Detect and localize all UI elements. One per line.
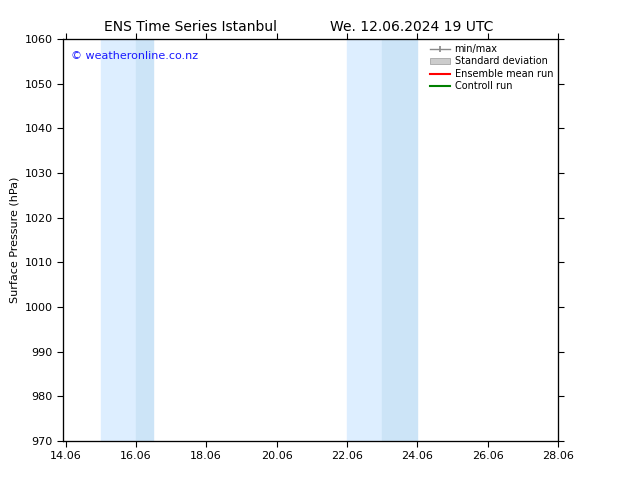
Legend: min/max, Standard deviation, Ensemble mean run, Controll run: min/max, Standard deviation, Ensemble me… <box>430 44 553 91</box>
Bar <box>347 39 382 441</box>
Text: We. 12.06.2024 19 UTC: We. 12.06.2024 19 UTC <box>330 20 494 34</box>
Text: © weatheronline.co.nz: © weatheronline.co.nz <box>71 51 198 61</box>
Y-axis label: Surface Pressure (hPa): Surface Pressure (hPa) <box>10 177 19 303</box>
Text: ENS Time Series Istanbul: ENS Time Series Istanbul <box>104 20 276 34</box>
Bar <box>136 39 153 441</box>
Bar <box>101 39 136 441</box>
Bar <box>382 39 417 441</box>
